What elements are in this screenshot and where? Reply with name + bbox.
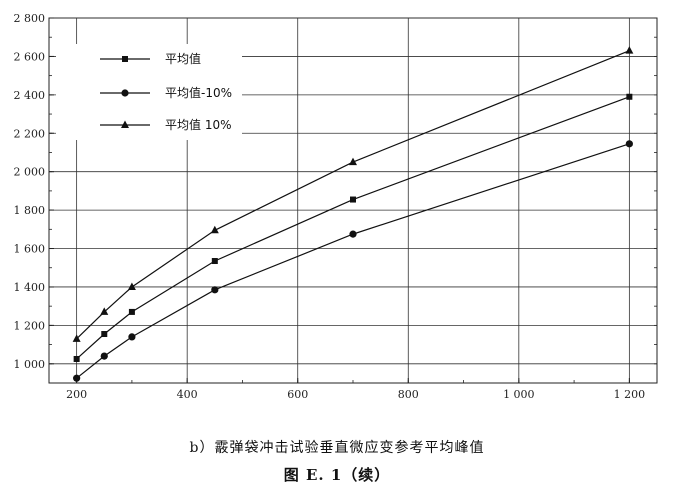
line-chart: 1 000 1 200 1 400 1 600 1 800 2 000 2 200 2 400… [14,12,658,401]
x-tick-label: 200 [66,388,87,401]
y-tick-label: 2 200 [14,127,46,140]
data-point-triangle [100,307,109,315]
series-line-circle [76,143,630,379]
y-tick-label: 1 200 [14,319,46,332]
data-point-triangle [625,46,634,54]
legend-label-square: 平均值 [165,51,201,66]
legend-label-circle: 平均值-10% [165,85,232,100]
x-tick-label: 800 [398,388,419,401]
y-tick-label: 1 600 [14,243,46,256]
data-point-circle [211,286,219,294]
legend-label-triangle: 平均值 10% [165,117,232,132]
data-point-circle [349,230,357,238]
chart-subcaption: b）霰弹袋冲击试验垂直微应变参考平均峰值 [189,440,485,456]
data-point-circle [625,140,633,148]
data-point-square [350,196,356,203]
data-point-triangle [210,225,219,234]
data-point-triangle [127,282,136,290]
x-tick-label: 400 [177,388,198,401]
legend-box [56,44,242,140]
data-point-square [626,93,633,100]
x-tick-label: 600 [287,388,308,401]
data-point-square [211,258,218,265]
data-point-triangle [349,157,357,166]
legend-marker-triangle [121,120,129,128]
data-point-circle [128,333,136,341]
data-point-circle [73,374,81,382]
series-line-triangle [76,50,630,340]
x-tick-label: 1 200 [614,388,646,401]
y-tick-label: 2 400 [14,89,46,102]
data-point-circle [100,352,108,360]
data-point-square [128,308,135,315]
data-point-square [73,355,80,362]
y-tick-label: 2 000 [14,166,46,179]
y-tick-label: 1 800 [14,204,46,217]
legend-marker-square [122,56,128,62]
legend-marker-circle [121,89,129,97]
figure-caption: 图 E. 1（续） [283,466,391,484]
y-tick-label: 2 600 [14,50,46,63]
data-point-square [101,331,108,338]
y-tick-label: 1 400 [14,281,46,294]
y-tick-label: 1 000 [14,358,46,371]
y-tick-label: 2 800 [14,12,46,25]
series-line-square [76,96,630,360]
x-tick-label: 1 000 [503,388,535,401]
data-point-triangle [72,334,81,342]
